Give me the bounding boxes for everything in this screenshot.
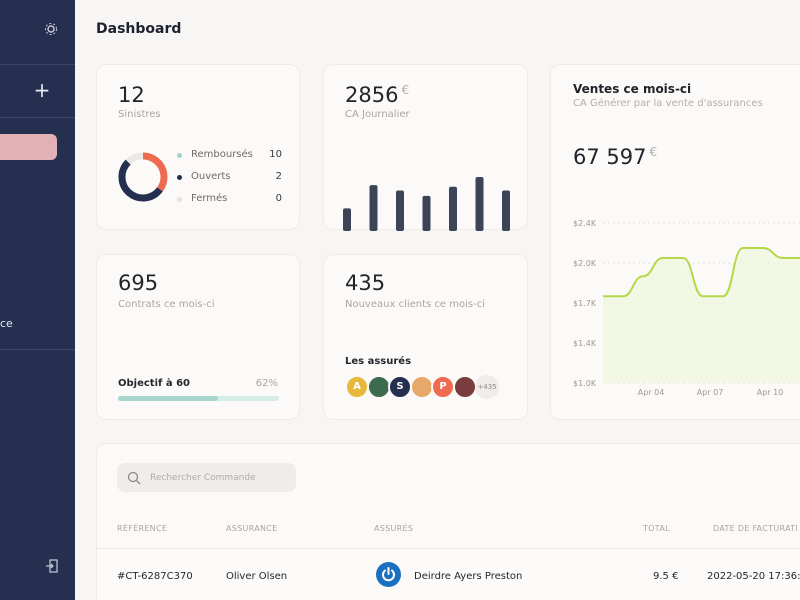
sidebar-divider	[0, 64, 75, 65]
legend-ouverts: Ouverts 2	[177, 171, 282, 185]
x-tick-label: Apr 10	[757, 388, 784, 397]
ca-bar	[502, 190, 510, 231]
sinistres-donut	[118, 152, 168, 202]
avatar[interactable]: P	[431, 375, 455, 399]
page-title: Dashboard	[96, 21, 182, 37]
sidebar-item-active[interactable]	[0, 134, 57, 160]
ca-label: CA Journalier	[345, 109, 410, 120]
avatar[interactable]	[366, 375, 391, 399]
ca-bar	[475, 177, 484, 231]
card-ca-journalier: 2856 € CA Journalier	[323, 64, 528, 231]
cell-total: 9.5 €	[653, 571, 679, 582]
y-tick-label: $2.0K	[573, 259, 597, 268]
objectif-percent: 62%	[255, 378, 278, 389]
sinistres-label: Sinistres	[118, 109, 161, 120]
y-tick-label: $1.0K	[573, 379, 597, 388]
sinistres-value: 12	[118, 83, 145, 107]
card-sinistres: 12 Sinistres Remboursés 10 Ouverts 2 Fer…	[96, 64, 300, 230]
objectif-progress-fill	[118, 396, 218, 401]
column-header-assurance[interactable]: ASSURANCE	[226, 524, 278, 533]
ca-bar	[396, 190, 404, 231]
x-tick-label: Apr 04	[638, 388, 665, 397]
column-header-total[interactable]: TOTAL	[643, 524, 670, 533]
avatar-group[interactable]: A S P +435	[345, 375, 525, 401]
cell-assurance: Oliver Olsen	[226, 571, 288, 582]
sidebar: + ce	[0, 0, 75, 600]
ca-bar	[343, 208, 351, 231]
legend-rembourses: Remboursés 10	[177, 149, 282, 163]
y-tick-label: $2.4K	[573, 219, 597, 228]
sidebar-item-label[interactable]: ce	[0, 317, 13, 330]
clients-label: Nouveaux clients ce mois-ci	[345, 299, 485, 310]
ventes-title: Ventes ce mois-ci	[573, 82, 692, 96]
ca-bar	[369, 185, 378, 231]
logout-icon[interactable]	[46, 558, 58, 573]
objectif-label: Objectif à 60	[118, 378, 190, 389]
table-divider	[96, 548, 800, 549]
sidebar-divider	[0, 349, 75, 350]
clients-value: 435	[345, 271, 386, 295]
column-header-assures[interactable]: ASSURÉS	[374, 524, 414, 533]
ca-bar	[449, 186, 457, 231]
column-header-date[interactable]: DATE DE FACTURATI	[713, 524, 799, 533]
cell-assures: Deirdre Ayers Preston	[414, 571, 523, 582]
objectif-progress-bar	[118, 396, 279, 401]
gear-icon[interactable]	[44, 22, 58, 36]
legend-fermes: Fermés 0	[177, 193, 282, 207]
y-tick-label: $1.7K	[573, 299, 597, 308]
sidebar-divider	[0, 117, 75, 118]
avatar[interactable]	[452, 375, 477, 399]
assures-label: Les assurés	[345, 356, 412, 367]
avatar-more-count[interactable]: +435	[475, 375, 499, 399]
cell-date: 2022-05-20 17:36:0	[707, 571, 800, 582]
plus-icon[interactable]: +	[33, 78, 51, 102]
ca-value: 2856 €	[345, 83, 410, 107]
column-header-reference[interactable]: RÉFÉRENCE	[117, 524, 168, 533]
ventes-subtitle: CA Générer par la vente d'assurances	[573, 98, 763, 109]
sales-area	[603, 248, 800, 383]
card-contrats: 695 Contrats ce mois-ci Objectif à 60 62…	[96, 254, 300, 420]
contrats-value: 695	[118, 271, 159, 295]
search-box[interactable]	[117, 463, 296, 492]
ca-bar-chart	[343, 177, 510, 231]
y-tick-label: $1.4K	[573, 339, 597, 348]
ventes-value: 67 597 €	[573, 145, 658, 169]
avatar[interactable]: S	[388, 375, 412, 399]
sales-line	[603, 247, 800, 298]
card-nouveaux-clients: 435 Nouveaux clients ce mois-ci Les assu…	[323, 254, 528, 420]
contrats-label: Contrats ce mois-ci	[118, 299, 215, 310]
search-input[interactable]	[150, 470, 290, 486]
cell-reference[interactable]: #CT-6287C370	[117, 571, 193, 582]
search-icon	[127, 471, 141, 485]
ca-bar	[422, 195, 431, 231]
power-icon	[376, 562, 401, 587]
avatar[interactable]: A	[345, 375, 369, 399]
x-tick-label: Apr 07	[697, 388, 724, 397]
avatar[interactable]	[409, 375, 434, 399]
ventes-line-chart: $2.4K $2.0K $1.7K $1.4K $1.0K Apr 04 Apr 07 Apr…	[573, 219, 800, 397]
card-ventes: Ventes ce mois-ci CA Générer par la vent…	[550, 64, 800, 420]
